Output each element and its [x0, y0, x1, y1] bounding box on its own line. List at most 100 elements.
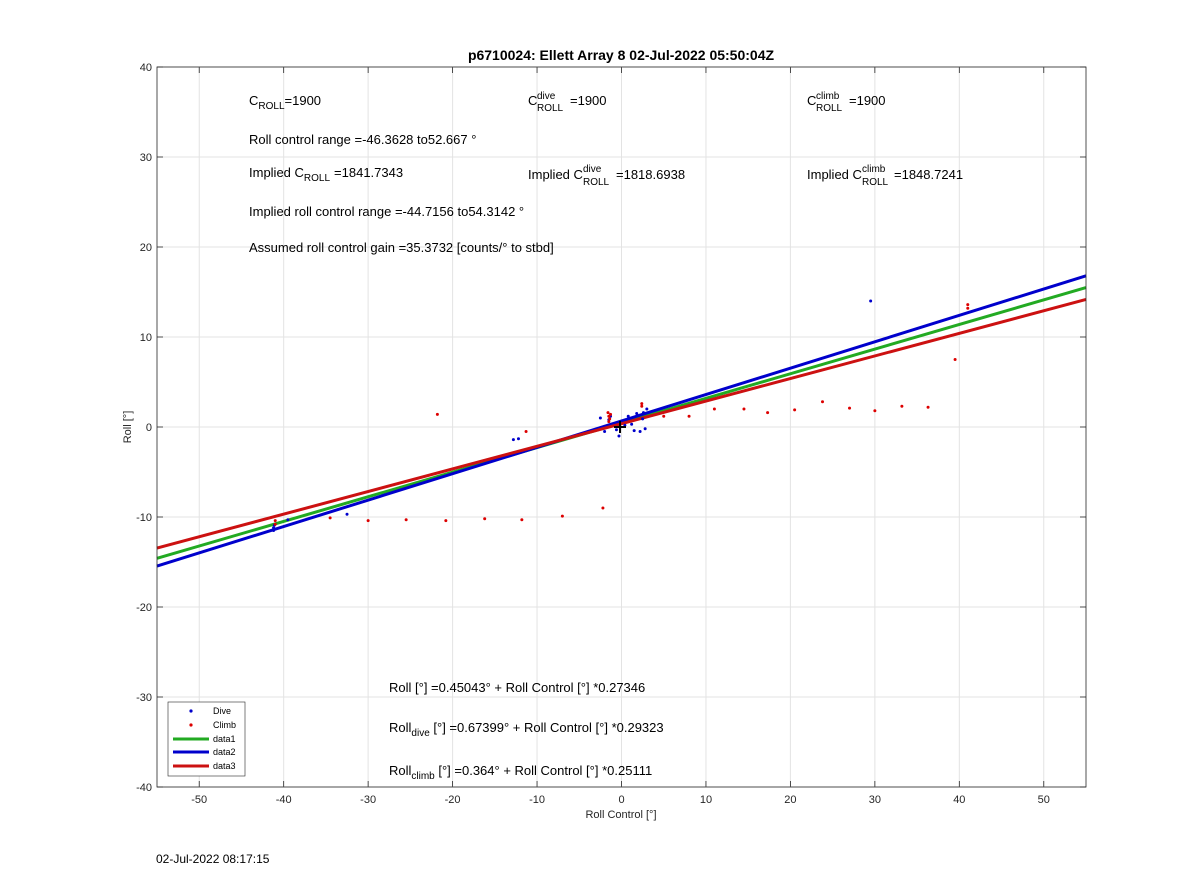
- x-tick-labels: -50 -40 -30 -20 -10 0 10 20 30 40 50: [191, 794, 1050, 806]
- point-climb: [793, 408, 797, 412]
- point-climb: [601, 506, 605, 510]
- point-dive: [614, 428, 618, 432]
- point-climb: [328, 516, 332, 520]
- point-dive: [635, 412, 639, 415]
- legend-dive-marker: [189, 709, 193, 713]
- c-climb-sub: ROLL: [816, 103, 843, 114]
- point-dive: [641, 417, 645, 421]
- point-dive: [598, 416, 602, 420]
- point-dive: [516, 437, 520, 441]
- legend-climb-marker: [189, 723, 193, 727]
- equation-all: Roll [°] =0.45043° + Roll Control [°] *0…: [389, 680, 645, 695]
- c-climb-letter: C: [807, 93, 816, 108]
- x-tick-label: 20: [784, 794, 796, 806]
- y-tick-labels: -40 -30 -20 -10 0 10 20 30 40: [136, 62, 152, 794]
- c-roll-annotation: CROLL=1900: [249, 93, 321, 112]
- c-climb-value: =1900: [849, 93, 886, 108]
- equation-dive: Rolldive [°] =0.67399° + Roll Control [°…: [389, 720, 664, 739]
- point-climb: [444, 519, 448, 523]
- legend-data1-label: data1: [213, 734, 236, 744]
- x-tick-label: 50: [1038, 794, 1050, 806]
- point-climb: [560, 514, 564, 518]
- point-climb: [404, 518, 408, 522]
- point-climb: [821, 400, 825, 404]
- x-tick-label: -30: [360, 794, 376, 806]
- point-climb: [640, 404, 644, 408]
- eq-dive-rest: [°] =0.67399° + Roll Control [°] *0.2932…: [430, 720, 664, 735]
- scatter-points: [272, 299, 970, 532]
- point-climb: [766, 411, 770, 415]
- point-climb: [966, 303, 970, 307]
- implied-c-climb-annotation: Implied C climb ROLL =1848.7241: [807, 164, 963, 188]
- point-climb: [640, 402, 644, 406]
- point-climb: [524, 430, 528, 433]
- fit-line-data2: [156, 274, 1087, 568]
- point-dive: [643, 427, 647, 431]
- implied-climb-sup: climb: [862, 164, 886, 175]
- implied-dive-sup: dive: [583, 164, 602, 175]
- point-climb: [608, 417, 612, 421]
- legend-data3-label: data3: [213, 761, 236, 771]
- point-dive: [345, 512, 349, 516]
- point-dive: [641, 411, 645, 415]
- implied-climb-value: =1848.7241: [894, 167, 963, 182]
- point-dive: [630, 422, 634, 426]
- point-climb: [273, 522, 277, 526]
- point-climb: [953, 358, 957, 361]
- point-climb: [483, 517, 487, 521]
- implied-value: =1841.7343: [334, 165, 403, 180]
- point-climb: [900, 404, 904, 408]
- c-roll-letter: C: [249, 93, 258, 108]
- c-dive-sup: dive: [537, 91, 556, 102]
- legend-climb-label: Climb: [213, 720, 236, 730]
- point-dive: [272, 527, 276, 531]
- y-tick-label: -20: [136, 602, 152, 614]
- chart-title: p6710024: Ellett Array 8 02-Jul-2022 05:…: [468, 47, 775, 63]
- implied-prefix: Implied C: [249, 165, 304, 180]
- x-tick-label: -50: [191, 794, 207, 806]
- point-climb: [520, 518, 524, 522]
- point-dive: [286, 518, 290, 522]
- gain-annotation: Assumed roll control gain =35.3732 [coun…: [249, 240, 554, 255]
- point-climb: [435, 412, 439, 416]
- c-roll-value: =1900: [285, 93, 322, 108]
- x-tick-label: -40: [276, 794, 292, 806]
- point-dive: [511, 438, 515, 442]
- legend: Dive Climb data1 data2 data3: [167, 701, 246, 777]
- y-tick-label: 10: [140, 332, 152, 344]
- c-dive-annotation: C dive ROLL =1900: [528, 91, 607, 114]
- point-dive: [638, 430, 642, 433]
- c-dive-value: =1900: [570, 93, 607, 108]
- y-axis-label: Roll [°]: [122, 411, 134, 444]
- c-dive-letter: C: [528, 93, 537, 108]
- y-tick-label: 40: [140, 62, 152, 74]
- implied-climb-sub: ROLL: [862, 177, 889, 188]
- print-timestamp: 02-Jul-2022 08:17:15: [156, 852, 270, 866]
- eq-dive-sub: dive: [411, 728, 430, 739]
- x-tick-label: 10: [700, 794, 712, 806]
- point-climb: [926, 405, 930, 409]
- implied-c-roll-annotation: Implied CROLL =1841.7343: [249, 165, 403, 184]
- point-dive: [603, 430, 607, 433]
- implied-climb-prefix: Implied C: [807, 167, 862, 182]
- x-axis-label: Roll Control [°]: [585, 809, 656, 821]
- eq-climb-prefix: Roll: [389, 763, 412, 778]
- point-climb: [606, 411, 610, 415]
- point-climb: [742, 407, 746, 411]
- point-dive: [617, 434, 621, 438]
- y-tick-label: 20: [140, 242, 152, 254]
- c-dive-sub: ROLL: [537, 103, 564, 114]
- point-climb: [966, 306, 970, 310]
- axes-frame: [156, 66, 1087, 788]
- x-tick-label: 30: [869, 794, 881, 806]
- c-climb-annotation: C climb ROLL =1900: [807, 91, 886, 114]
- y-tick-label: 0: [146, 422, 152, 434]
- x-tick-label: -10: [529, 794, 545, 806]
- x-tick-label: 40: [953, 794, 965, 806]
- y-tick-label: -10: [136, 512, 152, 524]
- zero-cross-marker: [614, 421, 626, 433]
- legend-dive-label: Dive: [213, 706, 231, 716]
- point-dive: [869, 299, 873, 303]
- x-tick-label: 0: [618, 794, 624, 806]
